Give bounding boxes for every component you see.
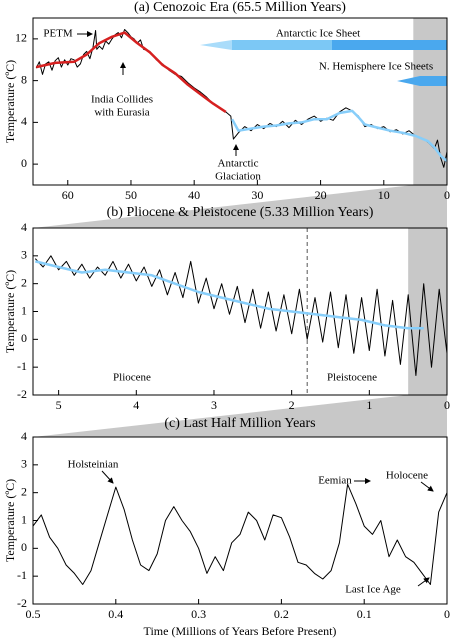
x-tick-label: 5 [56,398,62,412]
data-line [32,483,448,585]
x-tick-label: 50 [125,188,137,202]
y-tick-label: 2 [21,484,27,498]
annotation: Antarctic Ice Sheet [276,28,360,40]
y-tick-label: -1 [17,568,27,582]
x-axis-label: Time (Millions of Years Before Present) [144,624,337,638]
y-tick-label: 3 [21,248,27,262]
data-line [35,260,424,330]
annotation: Eemian [318,475,352,487]
x-tick-label: 40 [188,188,200,202]
ice-sheet-bar [232,40,332,50]
y-tick-label: 4 [21,114,27,128]
y-tick-label: 0 [21,331,27,345]
annotation: Holocene [386,470,428,482]
annotation: with Eurasia [94,107,149,119]
zoom-region [408,228,447,395]
annotation-arrow [417,577,430,587]
x-tick-label: 0 [444,398,450,412]
y-tick-label: 4 [21,220,27,234]
y-tick-label: 3 [21,457,27,471]
x-tick-label: 4 [133,398,139,412]
x-tick-label: 0 [444,188,450,202]
ice-sheet-bar [397,76,447,86]
y-tick-label: 1 [21,303,27,317]
y-tick-label: 8 [21,72,27,86]
y-axis-label: Temperature (ºC) [3,479,17,562]
y-tick-label: 4 [21,429,27,443]
ice-sheet-bar [332,40,447,50]
x-tick-label: 20 [315,188,327,202]
y-tick-label: 2 [21,275,27,289]
zoom-connector [33,185,447,228]
x-tick-label: 10 [378,188,390,202]
annotation: Holsteinian [68,459,119,471]
annotation: Antarctic [218,158,259,170]
annotation: Pleistocene [327,372,377,384]
plot-frame [32,17,448,186]
y-axis-label: Temperature (ºC) [3,270,17,353]
y-tick-label: -1 [17,359,27,373]
x-tick-label: 2 [289,398,295,412]
chart-title: (b) Pliocene & Pleistocene (5.33 Million… [107,205,374,220]
y-tick-label: 1 [21,512,27,526]
x-tick-label: 30 [251,188,263,202]
y-tick-label: -2 [17,596,27,610]
annotation: India Collides [91,94,153,106]
x-tick-label: 60 [62,188,74,202]
zoom-connector [33,395,447,437]
x-tick-label: 0.2 [274,607,289,621]
x-tick-label: 1 [366,398,372,412]
data-line [35,31,227,113]
x-tick-label: 0.1 [357,607,372,621]
annotation: Glaciation [215,171,261,183]
annotation: Last Ice Age [345,584,401,596]
chart-title: (a) Cenozoic Era (65.5 Million Years) [134,0,346,15]
annotation-arrow [101,470,114,484]
y-tick-label: 0 [21,156,27,170]
y-axis-label: Temperature (ºC) [3,60,17,143]
x-tick-label: 3 [211,398,217,412]
y-tick-label: 0 [21,540,27,554]
annotation: Pliocene [113,372,151,384]
annotation-arrow [420,481,434,492]
x-tick-label: 0 [444,607,450,621]
y-tick-label: -2 [17,387,27,401]
annotation: N. Hemisphere Ice Sheets [319,61,433,73]
data-line [34,255,448,376]
chart-title: (c) Last Half Million Years [164,416,315,431]
x-tick-label: 0.4 [108,607,123,621]
plot-frame [32,227,448,396]
x-tick-label: 0.3 [191,607,206,621]
x-tick-label: 0.5 [26,607,41,621]
annotation: PETM [43,28,73,40]
data-line [231,109,448,162]
y-tick-label: 12 [15,31,27,45]
